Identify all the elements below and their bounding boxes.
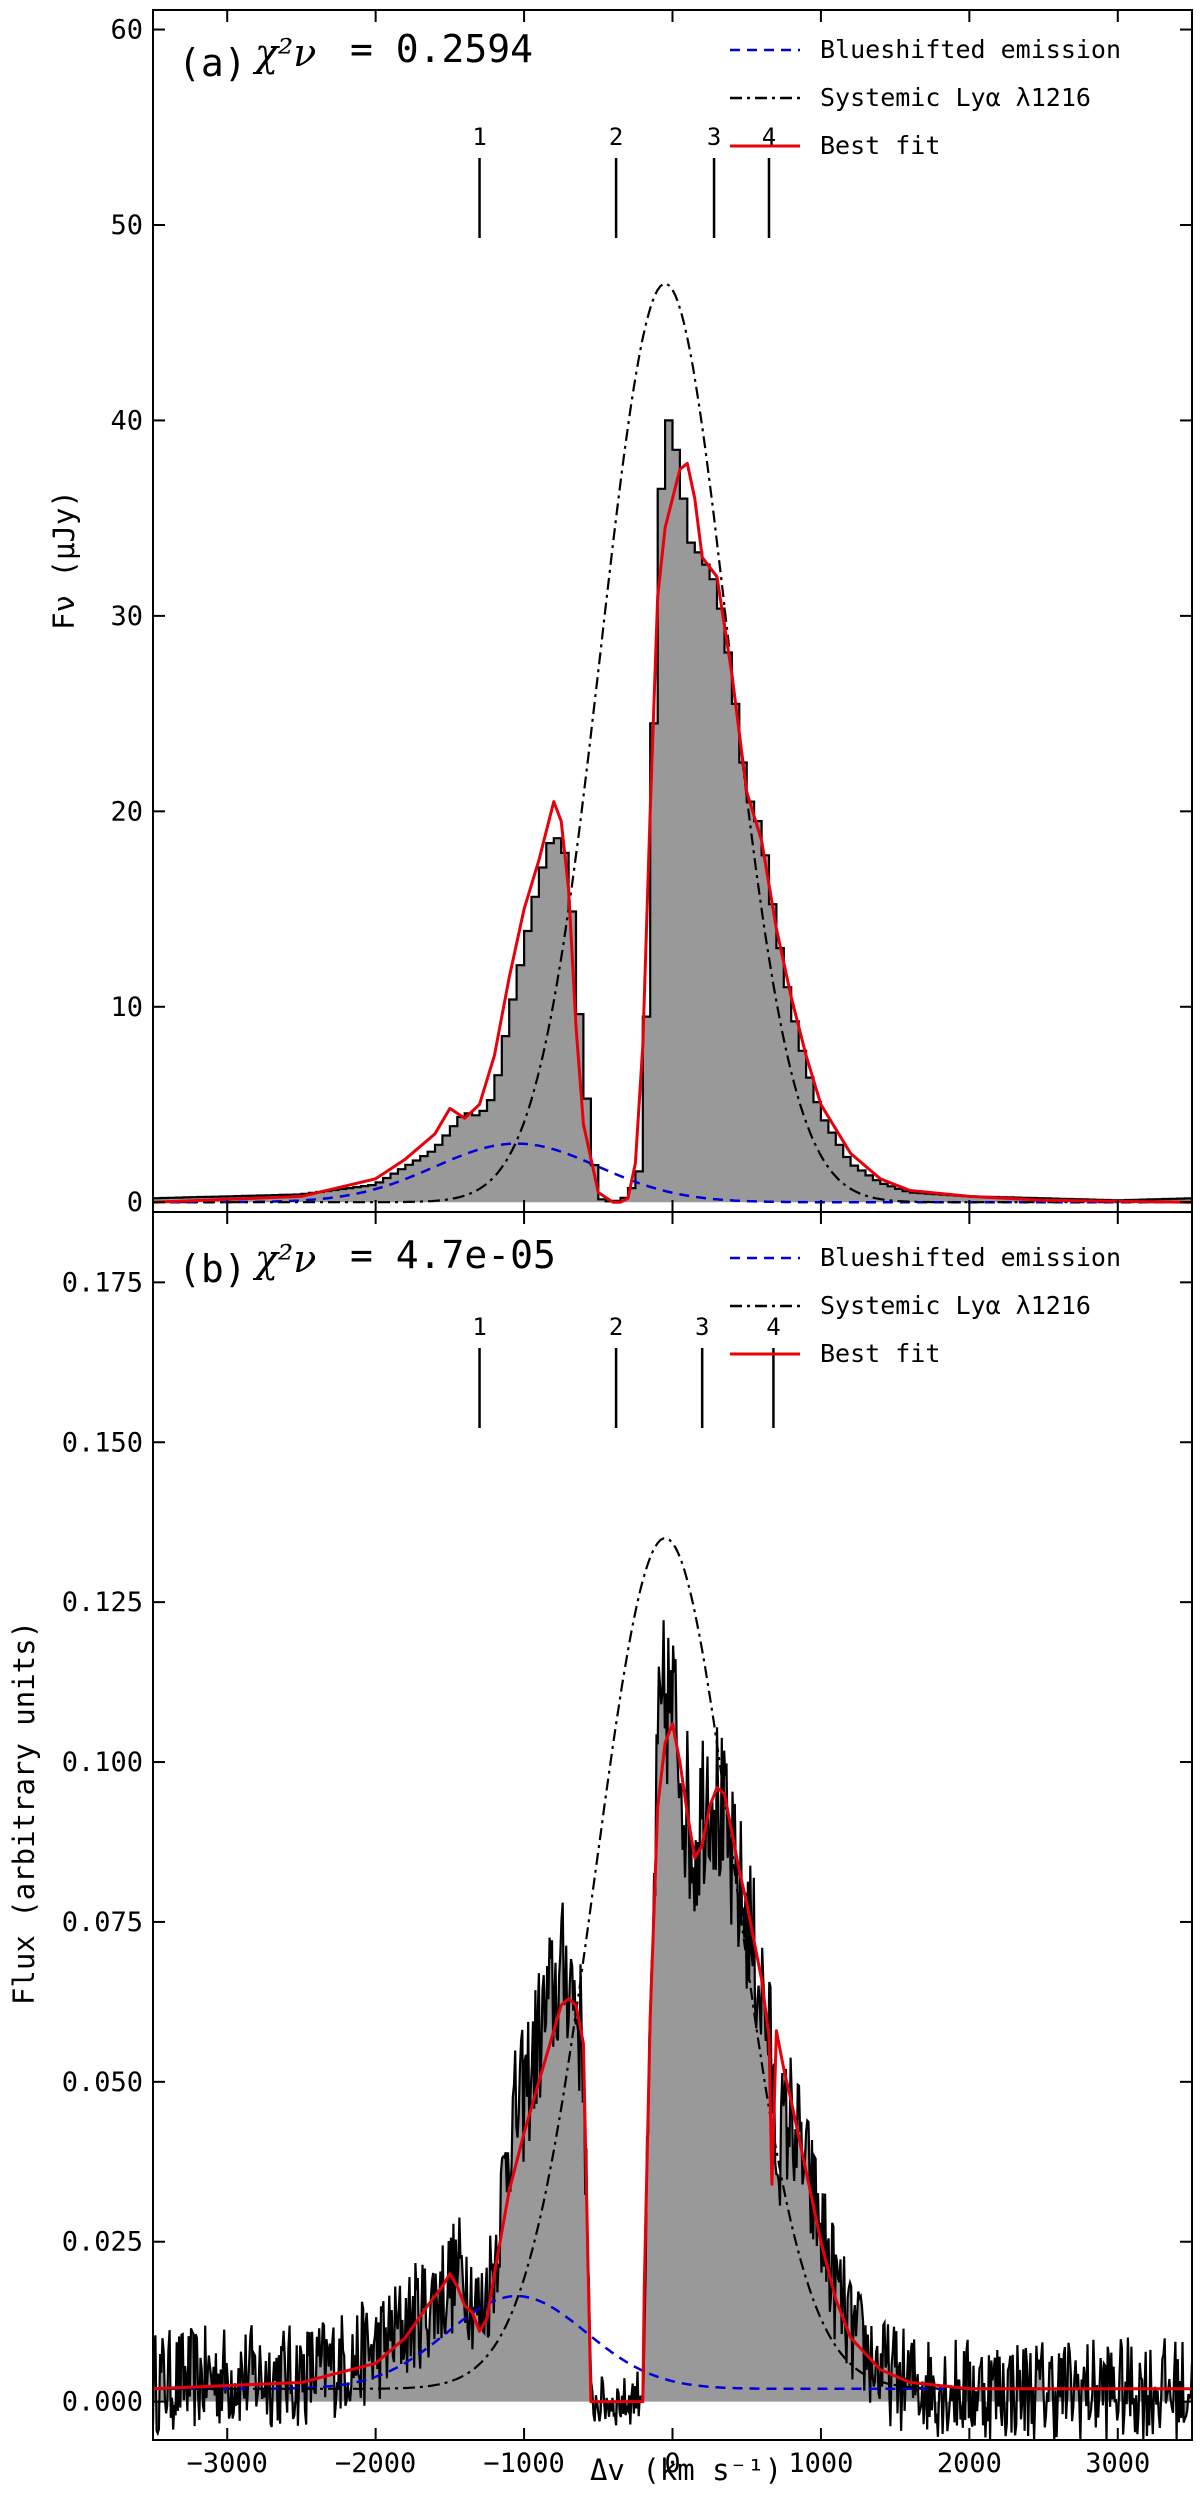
y-tick-label: 0.175	[62, 1267, 143, 1298]
x-tick-label: −1000	[483, 2448, 564, 2479]
y-tick-label: 60	[110, 15, 143, 46]
y-tick-label: 30	[110, 601, 143, 632]
panel-b-label: (b)	[178, 1247, 247, 1291]
y-tick-label: 0.000	[62, 2387, 143, 2418]
panel-a-ylabel: Fν (μJy)	[47, 490, 81, 630]
panel-a-data-histogram	[153, 419, 1192, 1203]
y-tick-label: 50	[110, 210, 143, 241]
x-tick-label: −2000	[335, 2448, 416, 2479]
panel-b-axes: 0.000 0.025 0.050 0.075 0.100 0.125 0.150 0.175…	[62, 1211, 1193, 2479]
legend-systemic-label: Systemic Lyα λ1216	[820, 83, 1091, 112]
x-tick-label: 3000	[1085, 2448, 1150, 2479]
legend-systemic-label: Systemic Lyα λ1216	[820, 1291, 1091, 1320]
panel-b-xlabel: Δv (km s⁻¹)	[590, 2453, 782, 2487]
x-tick-label: −3000	[187, 2448, 268, 2479]
best-fit-line	[153, 1722, 1192, 2404]
legend-best-fit-label: Best fit	[820, 131, 940, 160]
panel-a-legend: Blueshifted emission Systemic Lyα λ1216 …	[730, 35, 1121, 160]
data-area-fill	[153, 420, 1192, 1203]
marker-label-1: 1	[472, 1313, 486, 1341]
y-tick-label: 0.025	[62, 2227, 143, 2258]
marker-label-4: 4	[766, 1313, 780, 1341]
marker-label-2: 2	[609, 123, 623, 151]
marker-label-2: 2	[609, 1313, 623, 1341]
blueshifted-emission-line	[153, 1142, 1192, 1204]
marker-label-4: 4	[762, 123, 776, 151]
y-tick-label: 10	[110, 992, 143, 1023]
x-tick-label: 2000	[937, 2448, 1002, 2479]
panel-b-chi-label: χ²ν	[252, 1237, 316, 1281]
legend-best-fit-label: Best fit	[820, 1339, 940, 1368]
y-tick-label: 20	[110, 796, 143, 827]
panel-a-blueshifted-curve	[153, 1142, 1192, 1204]
best-fit-line	[153, 461, 1192, 1204]
legend-blueshifted-label: Blueshifted emission	[820, 35, 1121, 64]
y-tick-label: 0.100	[62, 1747, 143, 1778]
panel-a-label: (a)	[178, 41, 247, 85]
marker-label-3: 3	[707, 123, 721, 151]
x-tick-label: 0	[664, 2448, 680, 2479]
y-tick-label: 0	[127, 1187, 143, 1218]
y-tick-label: 40	[110, 405, 143, 436]
y-tick-label: 0.075	[62, 1907, 143, 1938]
marker-label-3: 3	[695, 1313, 709, 1341]
data-area-fill	[153, 1620, 1192, 2440]
panel-b: 1 2 3 4 0.000 0.025 0.050 0.075 0.100 0.125 0.150…	[7, 1211, 1193, 2487]
panel-b-chi-value: = 4.7e-05	[350, 1233, 556, 1277]
panel-b-ylabel: Flux (arbitrary units)	[7, 1621, 41, 2005]
panel-b-data-spectrum	[153, 1620, 1192, 2440]
panel-a-axes: 0 10 20 30 40 50 60	[110, 9, 1193, 1218]
y-tick-label: 0.150	[62, 1427, 143, 1458]
legend-blueshifted-label: Blueshifted emission	[820, 1243, 1121, 1272]
blueshifted-emission-line	[153, 2294, 1192, 2391]
panel-a-best-fit-curve	[153, 461, 1192, 1204]
panel-b-markers: 1 2 3 4	[472, 1313, 781, 1428]
x-tick-label: 1000	[788, 2448, 853, 2479]
panel-b-best-fit-curve	[153, 1722, 1192, 2404]
panel-b-blueshifted-curve	[153, 2294, 1192, 2391]
panel-a-markers: 1 2 3 4	[472, 123, 776, 238]
panel-b-legend: Blueshifted emission Systemic Lyα λ1216 …	[730, 1243, 1121, 1368]
y-tick-label: 0.050	[62, 2067, 143, 2098]
panel-a-chi-label: χ²ν	[252, 31, 316, 75]
marker-label-1: 1	[472, 123, 486, 151]
panel-a: 1 2 3 4 0 10 20 30 40 50 60 Blueshifted emission …	[47, 9, 1193, 1218]
data-outline	[153, 1620, 1192, 2440]
y-tick-label: 0.125	[62, 1587, 143, 1618]
panel-a-chi-value: = 0.2594	[350, 27, 533, 71]
